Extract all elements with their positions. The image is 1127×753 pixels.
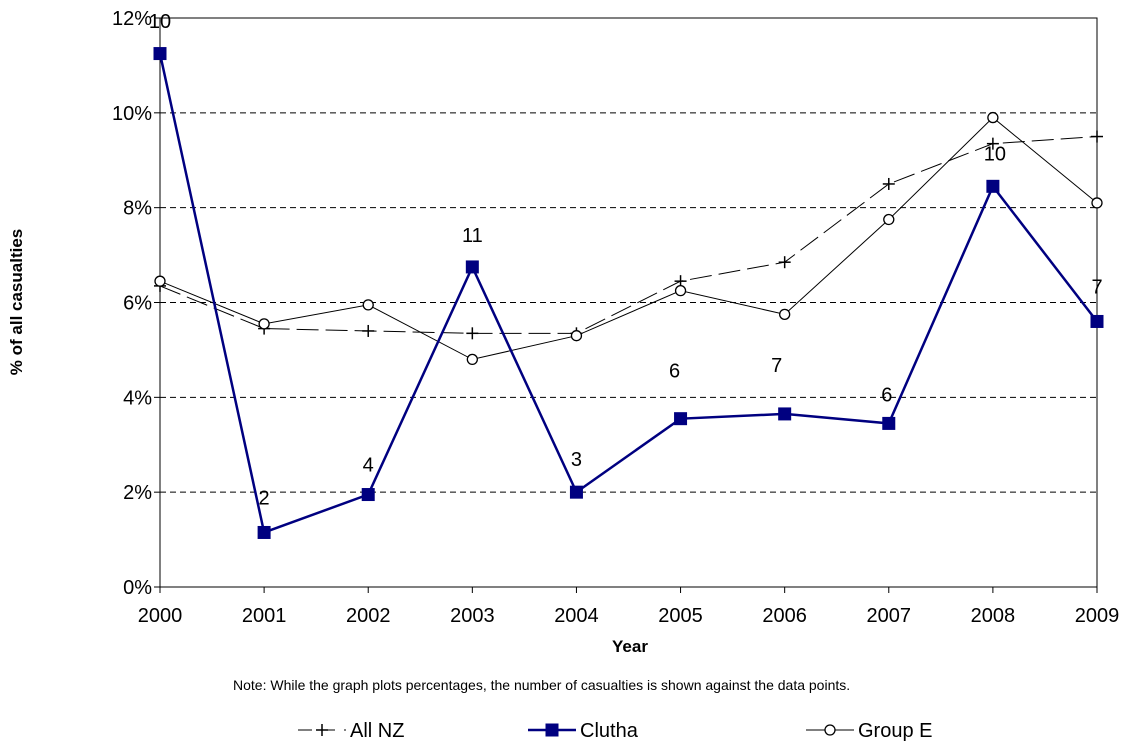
data-point-group-e	[779, 308, 791, 321]
y-axis-title: % of all casualties	[7, 229, 26, 375]
legend: All NZ Clutha Group E	[298, 720, 932, 742]
series-line-all-nz	[159, 136, 1098, 334]
data-point-group-e	[466, 353, 478, 366]
data-point-clutha	[778, 407, 792, 421]
data-point-clutha	[882, 416, 896, 430]
x-tick-label: 2007	[867, 605, 912, 627]
data-label: 10	[984, 143, 1006, 165]
legend-item-group-e: Group E	[806, 720, 932, 742]
data-point-group-e	[883, 213, 895, 226]
data-point-all-nz	[1091, 130, 1103, 143]
y-tick-label: 0%	[123, 577, 152, 599]
data-labels: 10 2 4 11 3 6 7 6 10 7	[149, 11, 1103, 509]
data-label: 7	[771, 355, 782, 377]
x-tick-label: 2008	[971, 605, 1016, 627]
y-tick-label: 12%	[112, 8, 152, 30]
data-point-group-e	[987, 111, 999, 124]
y-tick-label: 6%	[123, 293, 152, 315]
legend-marker-all-nz	[316, 724, 328, 736]
y-tick-label: 8%	[123, 198, 152, 220]
data-point-clutha	[986, 179, 1000, 193]
x-tick-label: 2001	[242, 605, 287, 627]
data-point-all-nz	[466, 327, 479, 340]
x-tick-label: 2005	[658, 605, 703, 627]
data-point-group-e	[570, 330, 583, 342]
data-point-group-e	[154, 275, 166, 287]
data-point-group-e	[258, 318, 270, 330]
legend-label-clutha: Clutha	[580, 720, 639, 742]
data-point-clutha	[153, 47, 167, 61]
data-point-all-nz	[778, 256, 791, 269]
data-point-all-nz	[882, 177, 895, 190]
x-tick-label: 2000	[138, 605, 183, 627]
y-tick-label: 2%	[123, 482, 152, 504]
data-point-all-nz	[986, 137, 999, 150]
data-point-clutha	[361, 488, 375, 502]
series-lines	[153, 47, 1104, 539]
x-tick-label: 2009	[1075, 605, 1120, 627]
data-label: 10	[149, 11, 171, 33]
data-point-group-e	[1091, 197, 1103, 209]
data-point-clutha	[1090, 314, 1104, 328]
y-tick-label: 4%	[123, 387, 152, 409]
data-label: 2	[259, 487, 270, 509]
x-tick-label: 2002	[346, 605, 391, 627]
data-label: 11	[462, 225, 483, 247]
data-point-clutha	[674, 412, 688, 426]
legend-marker-group-e	[824, 724, 836, 736]
x-tick-label: 2003	[450, 605, 495, 627]
data-point-all-nz	[362, 324, 375, 337]
x-axis-title: Year	[612, 637, 648, 656]
legend-item-all-nz: All NZ	[298, 720, 404, 742]
legend-label-all-nz: All NZ	[350, 720, 404, 742]
data-point-clutha	[569, 485, 583, 499]
legend-marker-clutha	[545, 723, 559, 737]
data-label: 7	[1091, 276, 1102, 298]
series-line-group-e	[159, 116, 1098, 360]
legend-item-clutha: Clutha	[528, 720, 639, 742]
data-label: 6	[669, 361, 680, 383]
data-point-group-e	[362, 299, 374, 311]
data-label: 4	[363, 455, 374, 477]
x-tick-label: 2006	[762, 605, 807, 627]
data-label: 6	[881, 384, 892, 406]
data-point-clutha	[257, 525, 271, 539]
axes: 0% 2% 4% 6% 8% 10% 12% 2000 2001 2002 2003 2004 2005…	[112, 8, 1119, 627]
legend-label-group-e: Group E	[858, 720, 932, 742]
x-tick-label: 2004	[554, 605, 599, 627]
data-point-group-e	[674, 284, 687, 297]
data-label: 3	[571, 449, 582, 471]
data-point-clutha	[465, 260, 479, 274]
y-tick-label: 10%	[112, 103, 152, 125]
chart-note: Note: While the graph plots percentages,…	[233, 677, 850, 693]
series-line-clutha	[158, 53, 1098, 535]
gridlines	[160, 112, 1097, 493]
